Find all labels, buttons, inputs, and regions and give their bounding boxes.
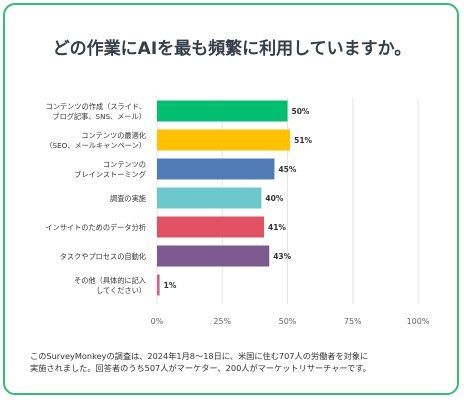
bar xyxy=(157,216,265,238)
category-label: してください） xyxy=(96,286,146,295)
bar-value-label: 40% xyxy=(265,194,283,203)
category-label: インサイトのためのデータ分析 xyxy=(45,223,146,232)
bar xyxy=(157,274,160,296)
category-label: タスクやプロセスの自動化 xyxy=(60,252,146,261)
chart-title: どの作業にAIを最も頻繁に利用していますか。 xyxy=(52,39,412,59)
bar-value-label: 45% xyxy=(278,165,296,174)
bar-value-label: 1% xyxy=(164,281,177,290)
bar xyxy=(157,187,262,209)
bar xyxy=(157,129,291,151)
x-tick-label: 50% xyxy=(279,317,297,326)
category-label: （SEO、メールキャンペーン） xyxy=(45,141,146,150)
bar-value-label: 41% xyxy=(268,223,286,232)
bar xyxy=(157,158,275,180)
bar xyxy=(157,100,288,122)
x-tick-label: 0% xyxy=(151,317,164,326)
category-label: ブログ記事、SNS、メール） xyxy=(52,112,146,121)
category-label: コンテンツの作成（スライド、 xyxy=(46,102,146,111)
bar xyxy=(157,245,270,267)
category-label: コンテンツの最適化 xyxy=(81,131,146,140)
footnote-line: 実施されました。回答者のうち507人がマーケター、200人がマーケットリサーチャ… xyxy=(30,363,371,373)
survey-footnote: このSurveyMonkeyの調査は、2024年1月8〜18日に、米国に住む70… xyxy=(30,350,440,374)
category-label: ブレインストーミング xyxy=(74,170,146,179)
footnote-line: このSurveyMonkeyの調査は、2024年1月8〜18日に、米国に住む70… xyxy=(30,351,369,361)
x-tick-label: 100% xyxy=(407,317,430,326)
category-label: コンテンツの xyxy=(103,160,146,169)
category-label: 調査の実施 xyxy=(110,194,146,203)
bar-value-label: 50% xyxy=(292,107,310,116)
x-tick-label: 75% xyxy=(344,317,362,326)
bar-value-label: 43% xyxy=(273,252,291,261)
bar-value-label: 51% xyxy=(294,136,312,145)
x-tick-label: 25% xyxy=(213,317,231,326)
category-label: その他（具体的に記入 xyxy=(74,276,146,285)
